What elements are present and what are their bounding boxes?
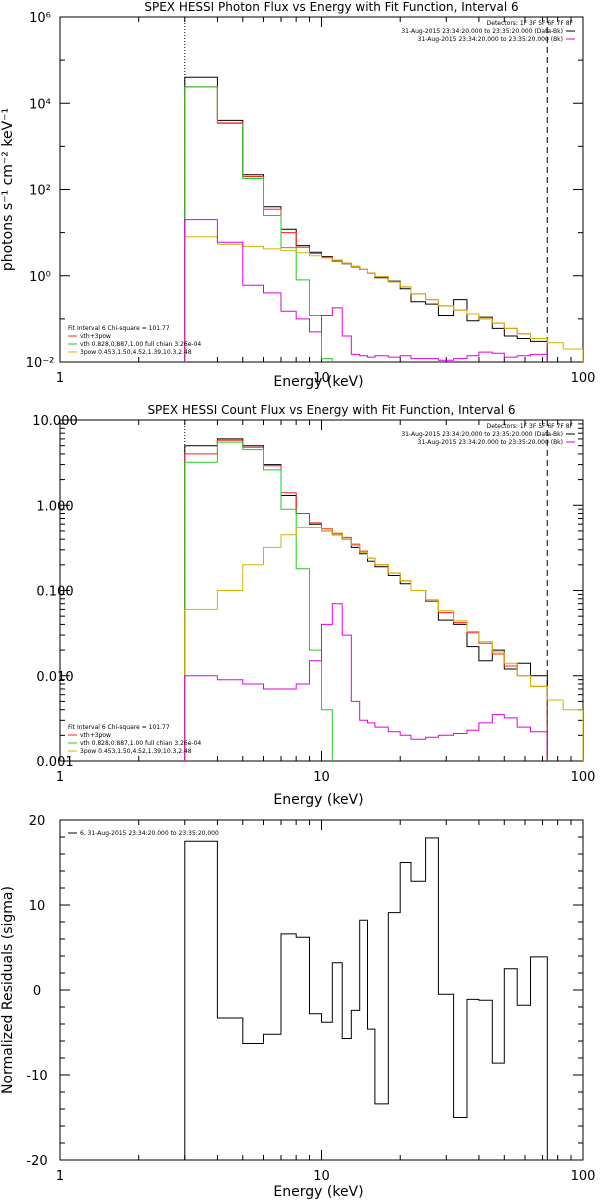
y-tick-label: 0.100	[36, 585, 73, 600]
series-data-bk-line	[184, 76, 548, 362]
legend-left-entry: vth+3pow	[80, 333, 111, 340]
x-tick-label: 1	[56, 1169, 64, 1184]
legend-right-entry: 31-Aug-2015 23:34:20.000 to 23:35:20.000…	[418, 439, 563, 446]
legend-left-entry: 3pow 0.453,1.50,4.52,1.39,10.3,2.48	[80, 349, 192, 356]
y-tick-label: -10	[26, 1069, 47, 1084]
series-bk-line	[184, 603, 548, 761]
chart-panel-2: SPEX HESSI Count Flux vs Energy with Fit…	[32, 403, 595, 808]
legend-right-entry: 31-Aug-2015 23:34:20.000 to 23:35:20.000…	[401, 431, 563, 438]
x-axis-label: Energy (keV)	[273, 792, 363, 808]
y-tick-label: 20	[29, 814, 46, 829]
x-axis-label: Energy (keV)	[273, 374, 363, 390]
y-tick-label: 0.010	[36, 670, 73, 685]
x-axis-label: Energy (keV)	[273, 1184, 363, 1200]
y-tick-label: 1.000	[36, 499, 73, 514]
legend-left-entry: vth 0.828,0.887,1.00 full chian 3.26e-04	[80, 341, 201, 348]
legend-right-entry: 31-Aug-2015 23:34:20.000 to 23:35:20.000…	[401, 28, 563, 35]
x-tick-label: 1	[56, 371, 64, 386]
legend-left-entry: vth+3pow	[80, 732, 111, 739]
x-tick-label: 100	[571, 770, 596, 785]
y-tick-label: 10⁰	[29, 270, 51, 285]
legend-left-entry: 6, 31-Aug-2015 23:34:20.000 to 23:35:20.…	[80, 830, 219, 837]
y-axis-label: photons s⁻¹ cm⁻² keV⁻¹	[0, 108, 16, 271]
y-axis-label: Normalized Residuals (sigma)	[0, 886, 16, 1094]
x-tick-label: 10	[313, 1169, 330, 1184]
y-tick-label: 10⁶	[29, 11, 51, 26]
detectors-label: Detectors: 1F 3F 5F 6F 7F 8F	[487, 423, 574, 430]
chart-panel-3: 1 10 100 Energy (keV) -20 -10 0 10 20 Normalized …	[0, 814, 595, 1200]
y-tick-label: 10⁻²	[26, 356, 55, 371]
chart-panel-1: SPEX HESSI Photon Flux vs Energy with Fi…	[0, 0, 595, 390]
y-tick-label: 10	[29, 899, 46, 914]
x-tick-label: 100	[571, 1169, 596, 1184]
plot-frame	[59, 16, 584, 363]
y-tick-label: 0.001	[36, 755, 73, 770]
x-tick-label: 100	[571, 371, 596, 386]
series-vth-line	[184, 441, 333, 761]
legend-left-entry: Fit Interval 6 Chi-square = 101.77	[68, 325, 170, 332]
series-3pow-line	[184, 526, 583, 761]
detectors-label: Detectors: 1F 3F 5F 6F 7F 8F	[487, 20, 574, 27]
x-tick-label: 10	[313, 371, 330, 386]
y-tick-label: -20	[26, 1154, 47, 1169]
x-tick-label: 1	[56, 770, 64, 785]
x-tick-label: 10	[313, 770, 330, 785]
y-tick-label: 0	[33, 984, 41, 999]
legend-right-entry: 31-Aug-2015 23:34:20.000 to 23:35:20.000…	[418, 36, 563, 43]
series-3pow-line	[184, 236, 583, 362]
legend-left-entry: 3pow 0.453,1.50,4.52,1.39,10.3,2.48	[80, 748, 192, 755]
chart-title: SPEX HESSI Count Flux vs Energy with Fit…	[147, 403, 515, 417]
chart-title: SPEX HESSI Photon Flux vs Energy with Fi…	[144, 0, 518, 14]
legend-left-entry: vth 0.828,0.887,1.00 full chian 3.26e-04	[80, 740, 201, 747]
series-data-bk-line	[184, 438, 548, 761]
y-tick-label: 10.000	[32, 414, 78, 429]
series-model-line	[184, 439, 548, 761]
series-residuals-line	[184, 837, 548, 1160]
y-tick-label: 10⁴	[29, 97, 51, 112]
series-bk-line	[184, 219, 548, 362]
series-model-line	[184, 86, 548, 362]
y-tick-label: 10²	[29, 184, 51, 199]
series-vth-line	[184, 86, 333, 362]
legend-left-entry: Fit Interval 6 Chi-square = 101.77	[68, 724, 170, 731]
